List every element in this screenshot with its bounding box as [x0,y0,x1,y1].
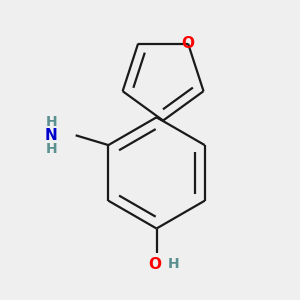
Text: O: O [182,36,195,51]
Text: H: H [168,257,179,271]
Text: O: O [148,257,161,272]
Text: N: N [45,128,58,143]
Text: H: H [46,142,58,156]
Text: H: H [46,115,58,129]
